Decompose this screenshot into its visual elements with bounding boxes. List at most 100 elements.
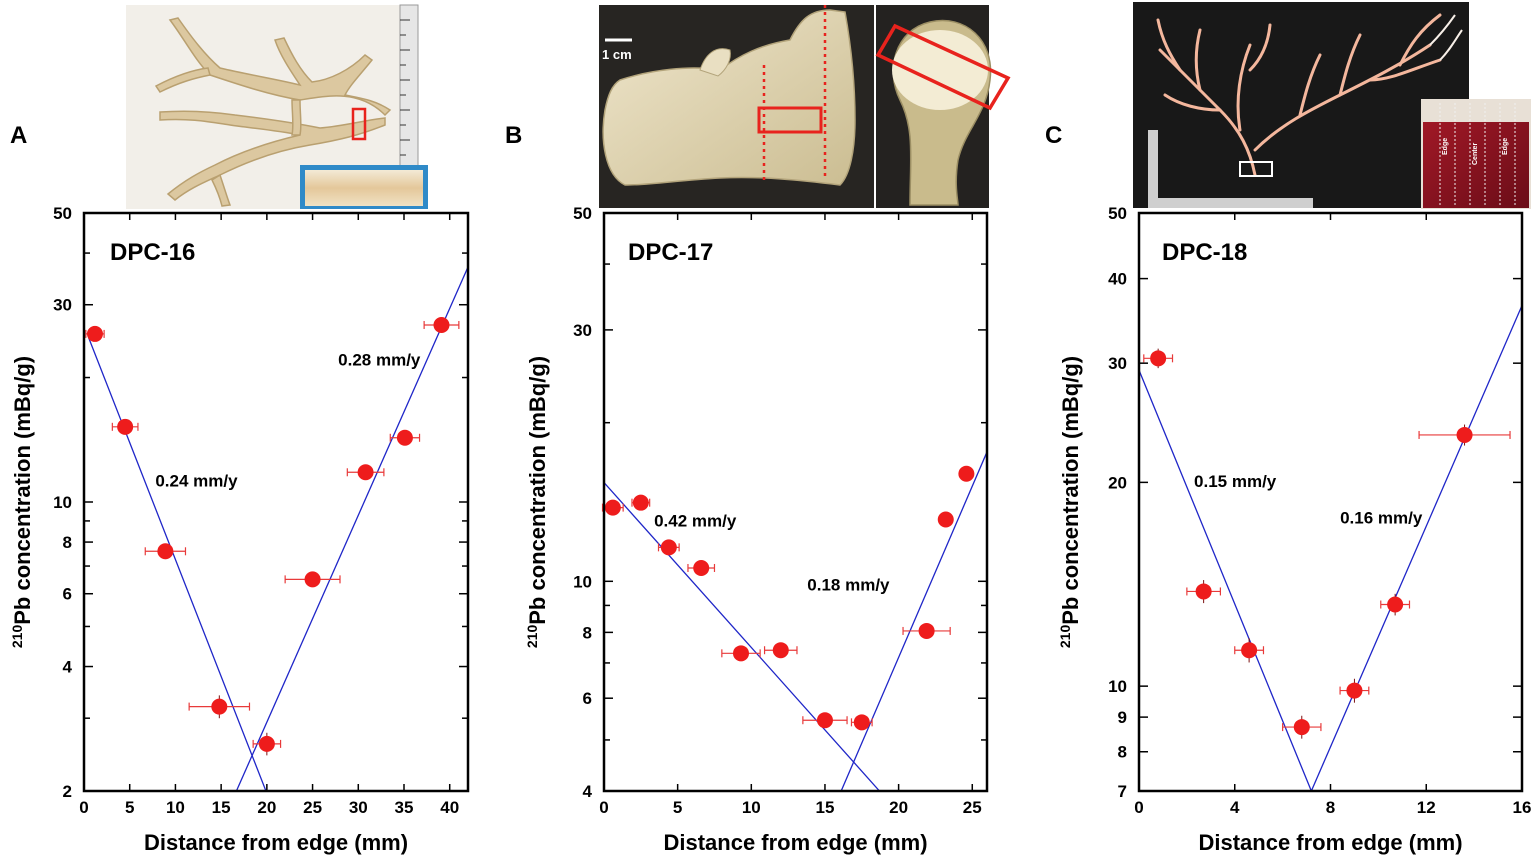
panel-c-data-point-6 bbox=[1380, 593, 1411, 616]
panel-a-x-tick-label-5: 5 bbox=[125, 798, 134, 817]
panel-b-y-ticks: 4 6 8 10 30 50 bbox=[573, 204, 987, 801]
panel-c-x-ticks: 0 4 8 12 16 bbox=[1134, 213, 1531, 817]
panel-a-x-axis-title: Distance from edge (mm) bbox=[144, 830, 408, 855]
panel-c-x-tick-label-0: 0 bbox=[1134, 798, 1143, 817]
chart-panel-b: 0 5 10 15 20 25 4 6 8 10 30 50 DPC-17 0.42 mm/y 0.18 m… bbox=[524, 204, 989, 855]
panel-b-x-ticks: 0 5 10 15 20 25 bbox=[599, 213, 982, 817]
panel-c-y-tick-label-20: 20 bbox=[1108, 473, 1127, 492]
data-marker bbox=[772, 642, 789, 659]
panel-a-data-point-8 bbox=[389, 429, 421, 446]
sample-box-b bbox=[757, 106, 823, 134]
data-marker bbox=[660, 539, 677, 556]
panel-c-y-tick-label-10: 10 bbox=[1108, 677, 1127, 696]
data-marker bbox=[117, 418, 134, 435]
panel-b-y-tick-label-10: 10 bbox=[573, 572, 592, 591]
panel-b-data-point-8 bbox=[850, 714, 873, 731]
panel-b-data-point-2 bbox=[631, 494, 651, 511]
data-marker bbox=[937, 511, 954, 528]
panel-a-x-tick-label-15: 15 bbox=[212, 798, 231, 817]
data-marker bbox=[1195, 583, 1212, 600]
data-marker bbox=[357, 464, 374, 481]
panel-c-y-tick-label-9: 9 bbox=[1118, 708, 1127, 727]
data-marker bbox=[1241, 642, 1258, 659]
panel-a-data-point-1 bbox=[85, 325, 105, 342]
data-marker bbox=[1150, 350, 1167, 367]
panel-b-y-axis-title-text: Pb concentration (mBq/g) bbox=[525, 356, 550, 625]
panel-c-x-tick-label-4: 4 bbox=[1230, 798, 1240, 817]
panel-a-rate-label-2: 0.28 mm/y bbox=[338, 350, 421, 369]
slab-inset-c bbox=[1423, 122, 1529, 208]
bone-cut-face bbox=[892, 30, 988, 110]
panel-b-data-point-11 bbox=[958, 465, 975, 482]
panel-a-fit-line-2 bbox=[235, 266, 468, 791]
panel-b-data-point-9 bbox=[902, 622, 951, 639]
panel-b-y-tick-label-8: 8 bbox=[583, 623, 592, 642]
panel-a-y-tick-label-10: 10 bbox=[53, 493, 72, 512]
panel-c-data-point-1 bbox=[1143, 348, 1174, 369]
sample-box-a bbox=[351, 107, 367, 141]
panel-c-fit-line-2 bbox=[1310, 305, 1522, 791]
panel-a-data-point-4 bbox=[188, 695, 251, 719]
data-marker bbox=[433, 316, 450, 333]
panel-b-x-tick-label-10: 10 bbox=[742, 798, 761, 817]
panel-b-plot-frame bbox=[602, 211, 989, 793]
panel-c-y-tick-label-7: 7 bbox=[1118, 782, 1127, 801]
data-marker bbox=[958, 465, 975, 482]
slab-center-label: Center bbox=[1472, 143, 1479, 165]
panel-c-fit-line-1 bbox=[1139, 369, 1312, 791]
data-marker bbox=[258, 735, 275, 752]
slab-inset-a-slice bbox=[305, 170, 423, 206]
panel-b-data-point-5 bbox=[721, 645, 761, 662]
panel-a-data-point-9 bbox=[423, 316, 460, 333]
panel-b-x-tick-label-20: 20 bbox=[889, 798, 908, 817]
panel-a-x-tick-label-0: 0 bbox=[79, 798, 88, 817]
panel-a-x-tick-label-40: 40 bbox=[440, 798, 459, 817]
panel-letter-b: B bbox=[505, 122, 522, 149]
panel-c-fit-lines bbox=[1139, 305, 1522, 791]
panel-a-y-axis-title-superscript: 210 bbox=[9, 625, 25, 649]
panel-a-x-tick-label-10: 10 bbox=[166, 798, 185, 817]
panel-b-data-point-3 bbox=[657, 539, 680, 556]
photo-b: 1 cm bbox=[599, 5, 1011, 208]
panel-b-data-point-7 bbox=[802, 712, 848, 729]
panel-c-y-tick-label-8: 8 bbox=[1118, 743, 1127, 762]
scale-bar-b-label: 1 cm bbox=[602, 47, 632, 62]
panel-b-fit-line-2 bbox=[840, 451, 987, 791]
panel-letter-a: A bbox=[10, 122, 27, 149]
panel-c-y-tick-label-30: 30 bbox=[1108, 354, 1127, 373]
photo-c-ruler-h bbox=[1148, 198, 1313, 208]
panel-c-x-tick-label-16: 16 bbox=[1513, 798, 1532, 817]
panel-a-y-tick-label-8: 8 bbox=[63, 533, 72, 552]
panel-c-y-axis-title-superscript: 210 bbox=[1057, 625, 1073, 649]
panel-b-x-tick-label-0: 0 bbox=[599, 798, 608, 817]
panel-a-x-tick-label-30: 30 bbox=[349, 798, 368, 817]
panel-b-y-axis-title: 210Pb concentration (mBq/g) bbox=[524, 356, 550, 648]
panel-b-y-axis-title-superscript: 210 bbox=[524, 625, 540, 649]
panel-a-plot-frame bbox=[82, 211, 470, 793]
data-marker bbox=[211, 698, 228, 715]
panel-c-sample-label: DPC-18 bbox=[1162, 239, 1247, 266]
panel-c-data-point-3 bbox=[1234, 638, 1265, 663]
data-marker bbox=[1387, 596, 1404, 613]
panel-c-plot-frame bbox=[1137, 211, 1524, 793]
panel-b-data-point-1 bbox=[601, 499, 624, 516]
panel-c-x-tick-label-12: 12 bbox=[1417, 798, 1436, 817]
panel-a-y-tick-label-50: 50 bbox=[53, 204, 72, 223]
slab-edge-left-label: Edge bbox=[1442, 138, 1449, 155]
panel-a-data-point-6 bbox=[284, 571, 341, 588]
photo-c-ruler-v bbox=[1148, 130, 1158, 205]
bone-knob bbox=[699, 48, 731, 77]
panel-c-y-ticks: 7 8 9 10 20 30 40 50 bbox=[1108, 204, 1522, 801]
panel-c-data-point-5 bbox=[1339, 678, 1370, 703]
panel-c-data-point-7 bbox=[1418, 424, 1511, 446]
panel-b-sample-label: DPC-17 bbox=[628, 239, 713, 266]
slab-edge-right-label: Edge bbox=[1502, 138, 1509, 155]
panel-b-y-tick-label-30: 30 bbox=[573, 321, 592, 340]
data-marker bbox=[1456, 426, 1473, 443]
coral-a-branches bbox=[154, 17, 392, 207]
panel-c-y-axis-title: 210Pb concentration (mBq/g) bbox=[1057, 356, 1083, 648]
data-marker bbox=[918, 622, 935, 639]
panel-b-fit-line-1 bbox=[604, 482, 880, 791]
panel-b-rate-label-2: 0.18 mm/y bbox=[807, 576, 890, 595]
